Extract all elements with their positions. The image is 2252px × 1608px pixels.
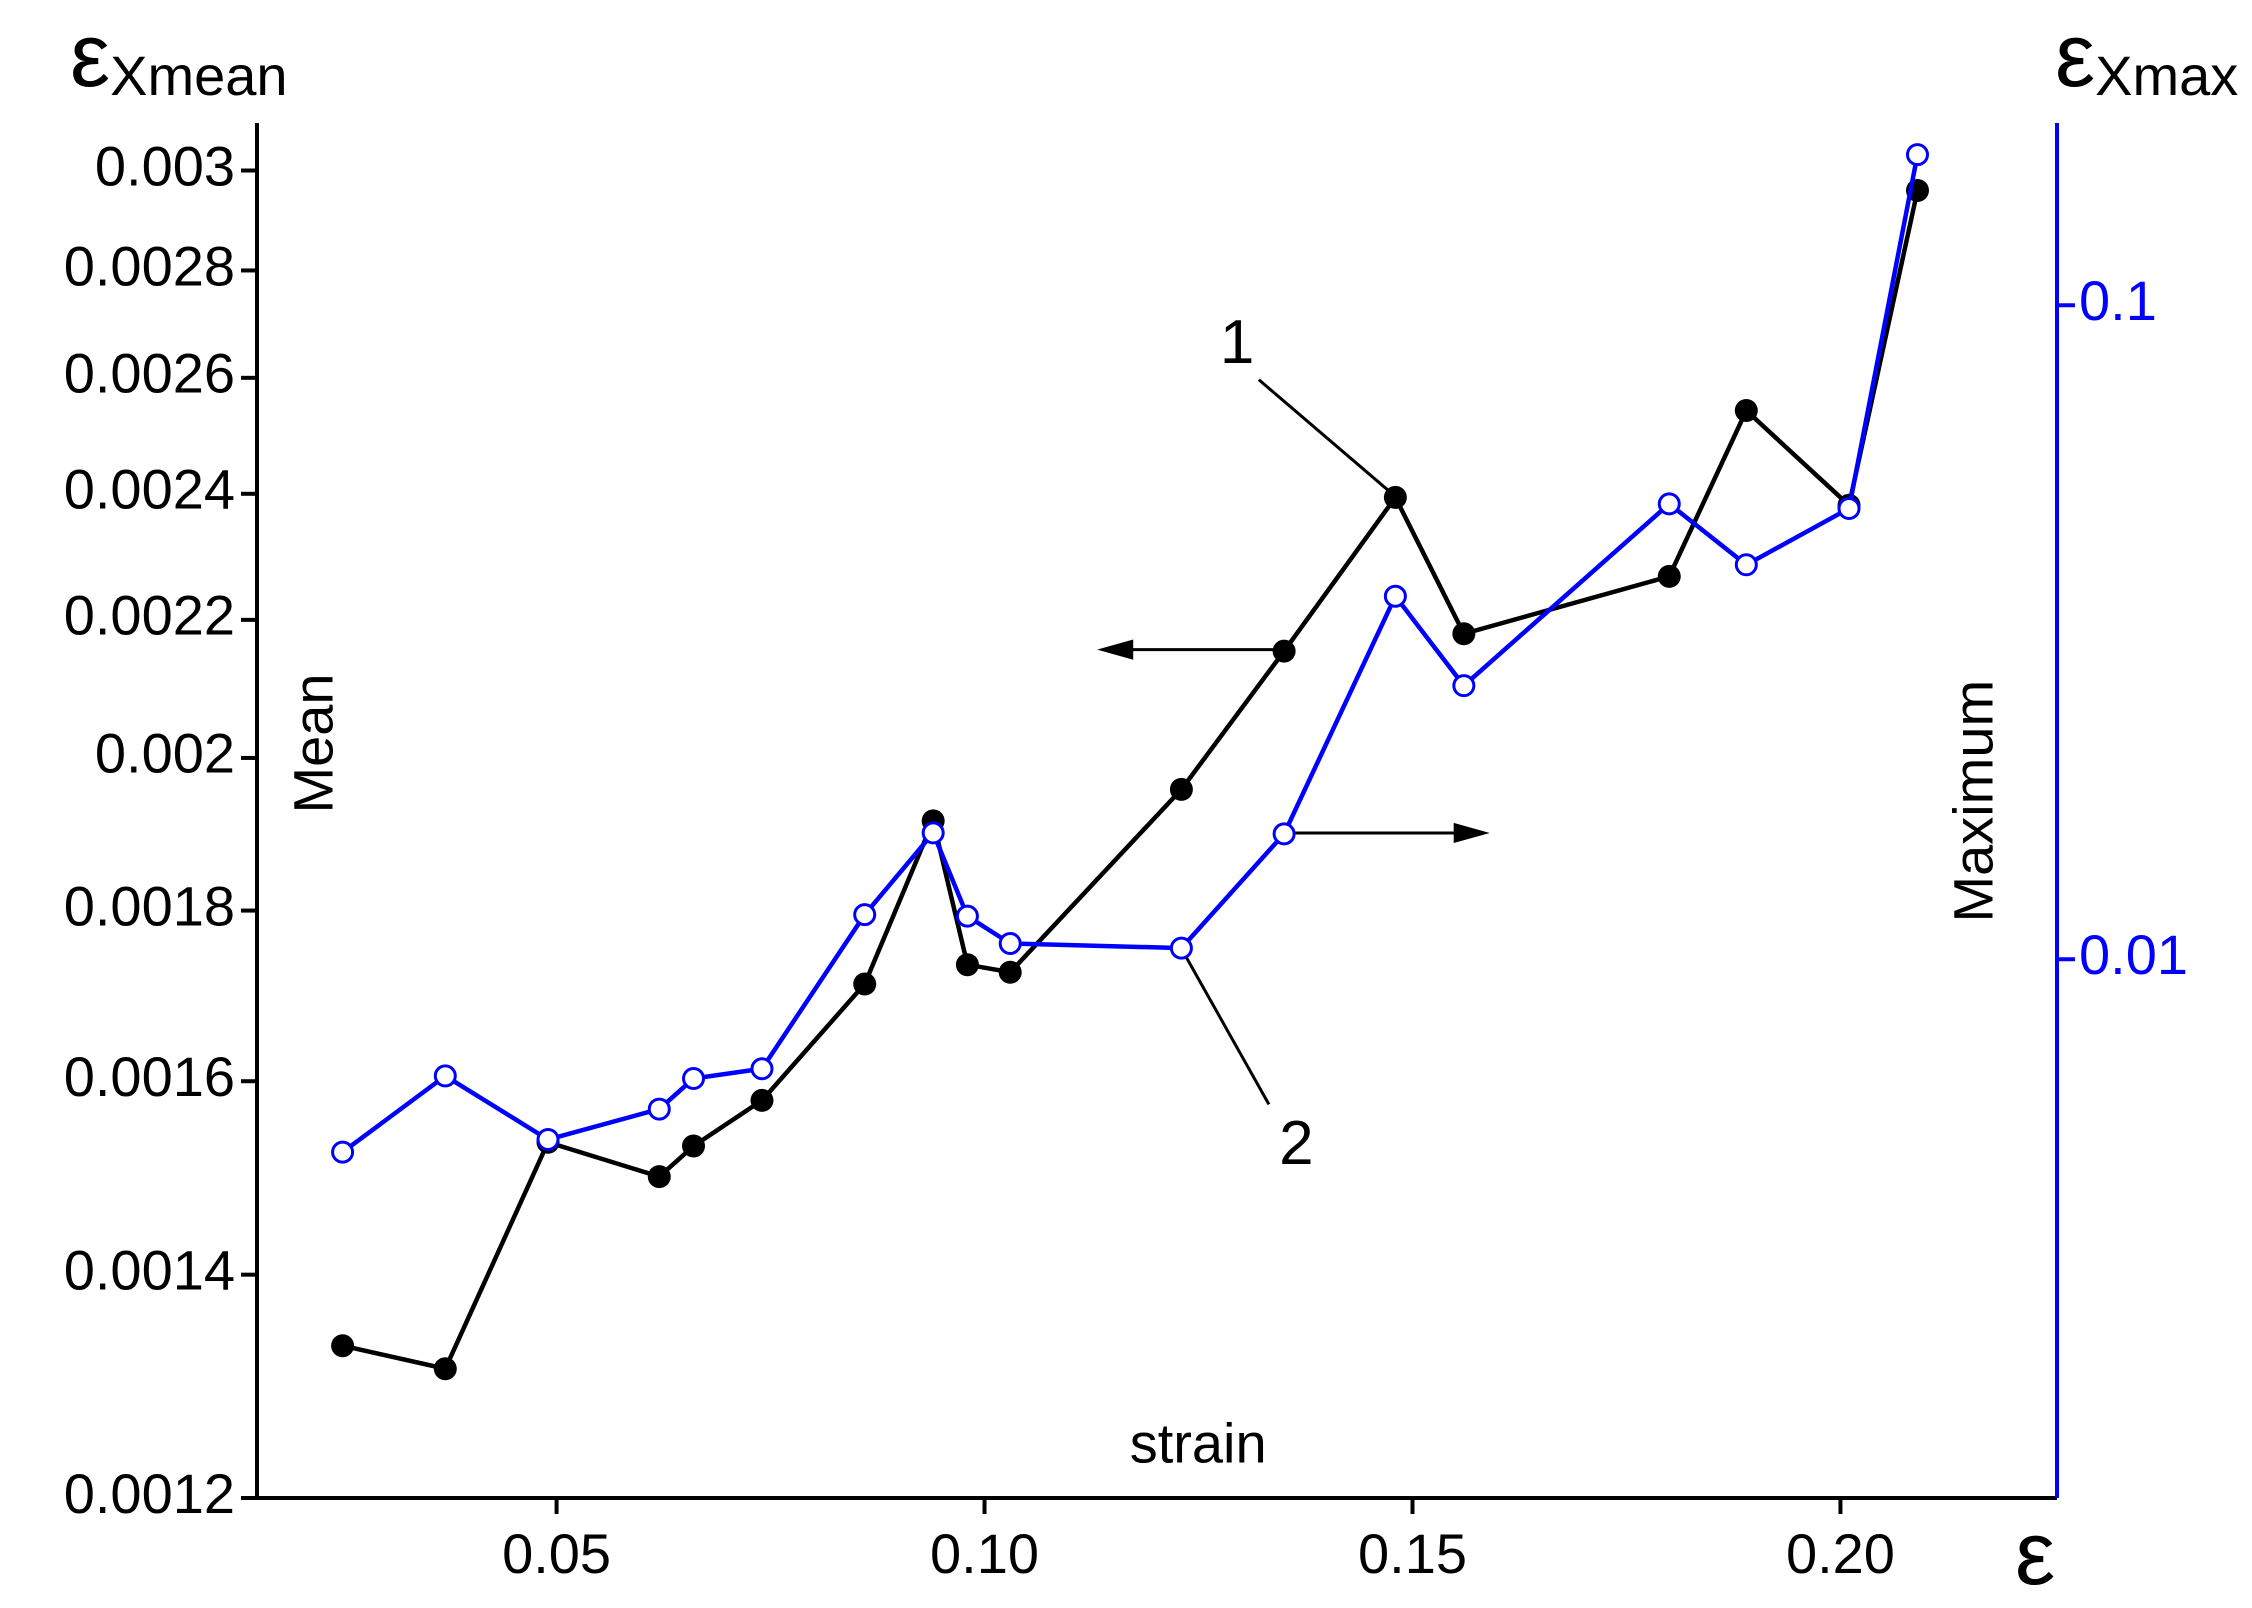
series-label: Mean	[281, 673, 344, 813]
data-point	[1734, 553, 1758, 577]
y-tick-label: 0.0016	[64, 1045, 235, 1108]
y-tick-label: 0.0018	[64, 874, 235, 937]
y-tick-label: 0.0014	[64, 1238, 235, 1301]
data-point	[1905, 143, 1929, 167]
data-point	[331, 1334, 355, 1358]
x-axis-label: ε	[2015, 1504, 2055, 1604]
data-point	[1383, 485, 1407, 509]
annotation: 2	[1279, 1109, 1313, 1178]
data-point	[955, 953, 979, 977]
data-point	[1383, 584, 1407, 608]
y-tick-label: 0.003	[95, 134, 235, 197]
data-point	[955, 904, 979, 928]
data-point	[998, 960, 1022, 984]
y-tick-label: 0.0022	[64, 584, 235, 647]
data-point	[1657, 564, 1681, 588]
annotation: 1	[1220, 308, 1254, 377]
y-label-subscript: Xmean	[110, 44, 287, 107]
y2-label-subscript: Xmax	[2095, 44, 2238, 107]
data-point	[647, 1097, 671, 1121]
arrowhead	[1097, 639, 1134, 660]
data-point	[433, 1064, 457, 1088]
series-line	[341, 154, 1920, 1154]
series-line	[342, 189, 1920, 1372]
data-point	[682, 1067, 706, 1091]
data-point	[1272, 639, 1296, 663]
pointer	[1182, 952, 1271, 1106]
pointer	[1257, 378, 1390, 492]
y2-label-symbol: ε	[2055, 6, 2095, 106]
data-point	[647, 1165, 671, 1189]
x-tick-label: 0.10	[930, 1522, 1039, 1585]
annotation: strain	[1130, 1412, 1267, 1475]
data-point	[750, 1057, 774, 1081]
series-label: Maximum	[1942, 680, 2005, 923]
data-point	[1837, 496, 1861, 520]
data-point	[750, 1088, 774, 1112]
y-axis-label: εXmean	[70, 6, 288, 107]
y-tick-label: 0.0026	[64, 342, 235, 405]
y2-axis-label: εXmax	[2055, 6, 2238, 107]
data-point	[1657, 492, 1681, 516]
x-tick-label: 0.05	[502, 1522, 611, 1585]
data-point	[331, 1140, 355, 1164]
y-label-symbol: ε	[70, 6, 110, 106]
data-point	[853, 972, 877, 996]
y-tick-label: 0.002	[95, 722, 235, 785]
x-tick-label: 0.15	[1358, 1522, 1467, 1585]
data-point	[1452, 622, 1476, 646]
data-point	[682, 1134, 706, 1158]
data-point	[921, 821, 945, 845]
y2-tick-label: 0.1	[2079, 269, 2157, 332]
y-tick-label: 0.0012	[64, 1462, 235, 1525]
data-point	[536, 1128, 560, 1152]
arrowhead	[1453, 822, 1490, 844]
data-point	[1452, 674, 1476, 698]
y-tick-label: 0.0028	[64, 234, 235, 297]
data-point	[1734, 399, 1758, 423]
data-point	[998, 931, 1022, 955]
data-point	[1272, 822, 1296, 846]
data-point	[853, 903, 877, 927]
y2-tick-label: 0.01	[2079, 923, 2188, 986]
y-tick-label: 0.0024	[64, 458, 235, 521]
x-tick-label: 0.20	[1786, 1522, 1895, 1585]
data-point	[1169, 936, 1193, 960]
data-point	[1169, 777, 1193, 801]
data-point	[433, 1357, 457, 1381]
